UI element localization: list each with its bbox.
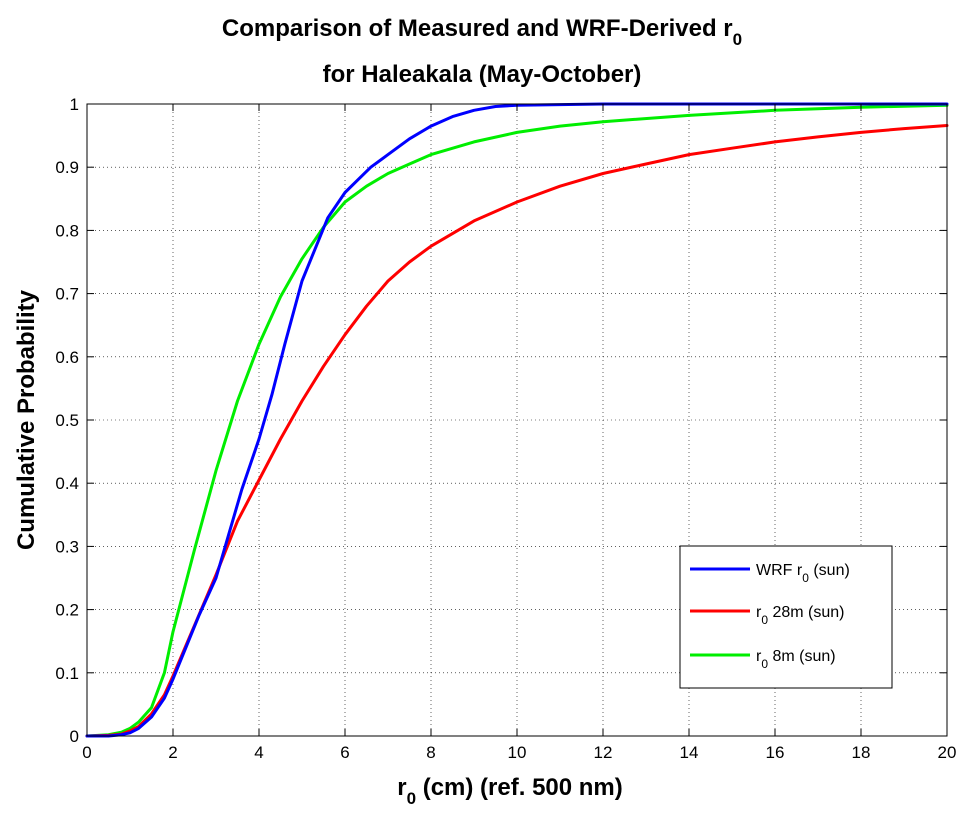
series-line-0 <box>85 102 949 738</box>
legend-label: WRF r0 (sun) <box>756 562 850 585</box>
y-tick-label: 0.4 <box>55 474 79 493</box>
y-tick-label: 0.8 <box>55 221 79 240</box>
x-tick-label: 8 <box>426 743 435 762</box>
y-tick-label: 0.2 <box>55 601 79 620</box>
x-tick-label: 4 <box>254 743 263 762</box>
y-tick-label: 0.3 <box>55 537 79 556</box>
legend-label: r0 28m (sun) <box>756 604 844 627</box>
x-tick-label: 20 <box>938 743 957 762</box>
legend-label: r0 8m (sun) <box>756 648 836 671</box>
y-tick-label: 0 <box>70 727 79 746</box>
legend: WRF r0 (sun) r0 28m (sun) r0 8m (sun) <box>679 545 893 689</box>
y-tick-label: 0.6 <box>55 348 79 367</box>
x-axis-label: r0 (cm) (ref. 500 nm) <box>397 774 623 808</box>
x-tick-label: 2 <box>168 743 177 762</box>
series-line-2 <box>85 103 949 738</box>
x-tick-label: 12 <box>594 743 613 762</box>
y-tick-label: 0.1 <box>55 664 79 683</box>
y-tick-label: 1 <box>70 95 79 114</box>
x-tick-label: 10 <box>508 743 527 762</box>
chart-title-line1: Comparison of Measured and WRF-Derived r… <box>222 15 742 49</box>
chart-title-line2: for Haleakala (May-October) <box>323 61 642 88</box>
y-tick-label: 0.7 <box>55 285 79 304</box>
x-tick-label: 18 <box>852 743 871 762</box>
series-line-1 <box>85 124 949 738</box>
ticks: 0 2 4 6 8 10 12 14 16 18 20 0 0.1 0.2 0.3 0.4 0.5 0.6 0.7 0… <box>55 95 956 762</box>
x-tick-label: 14 <box>680 743 699 762</box>
x-tick-label: 16 <box>766 743 785 762</box>
x-tick-label: 0 <box>82 743 91 762</box>
y-tick-label: 0.5 <box>55 411 79 430</box>
y-axis-label: Cumulative Probability <box>13 289 40 550</box>
series-lines <box>85 102 949 738</box>
x-tick-label: 6 <box>340 743 349 762</box>
y-tick-label: 0.9 <box>55 158 79 177</box>
